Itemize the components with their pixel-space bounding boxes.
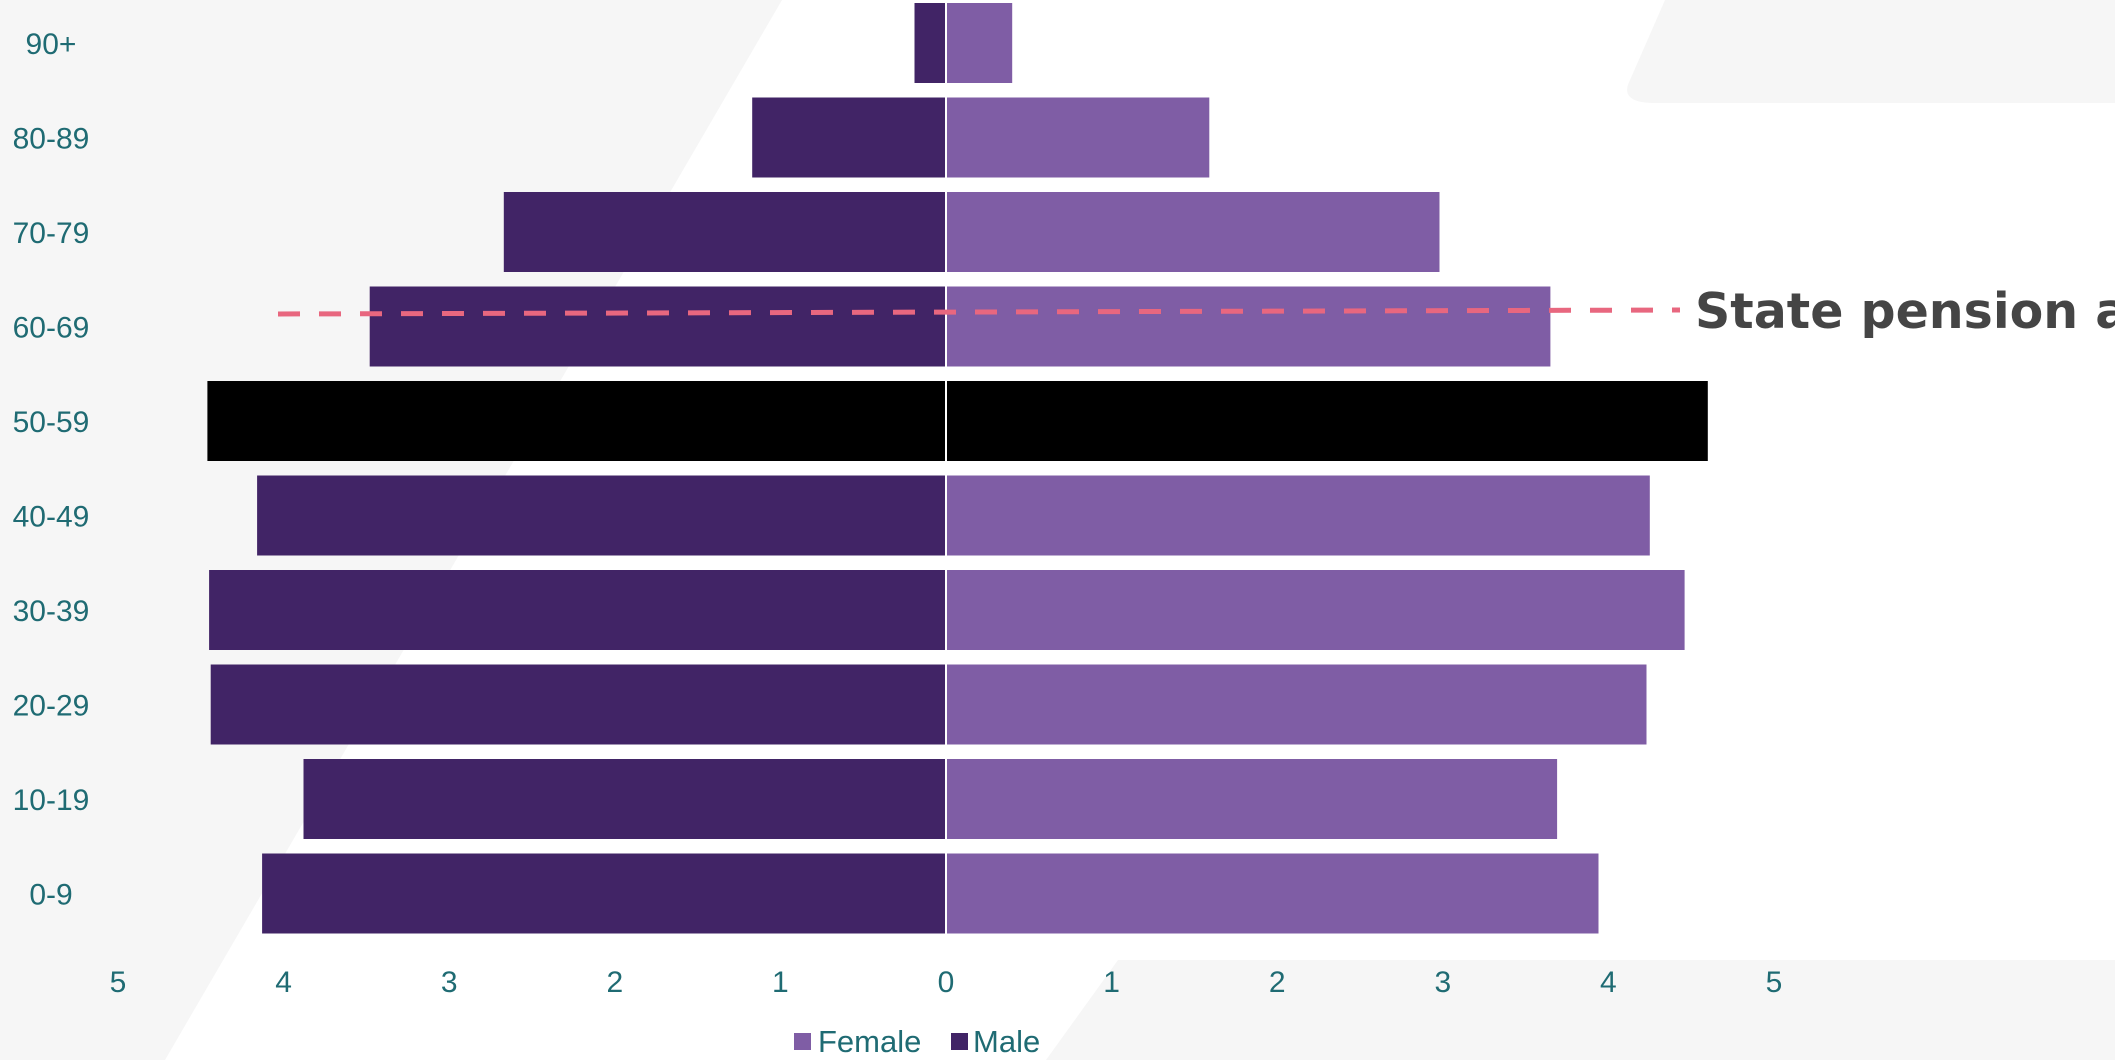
category-label-10-19: 10-19: [13, 784, 90, 817]
x-tick-center-0: 0: [938, 966, 955, 999]
category-label-80-89: 80-89: [13, 123, 90, 156]
category-label-0-9: 0-9: [29, 879, 72, 912]
category-label-30-39: 30-39: [13, 595, 90, 628]
bar-female-60-69: [946, 286, 1551, 367]
bar-female-0-9: [946, 853, 1599, 934]
x-tick-left-1: 1: [772, 966, 789, 999]
category-label-20-29: 20-29: [13, 690, 90, 723]
bar-female-90plus: [946, 3, 1013, 83]
state-pension-annotation: State pension age: [277, 283, 2115, 340]
bar-male-0-9: [262, 853, 947, 934]
bar-male-60-69: [369, 286, 946, 367]
x-tick-right-2: 2: [1269, 966, 1286, 999]
bar-female-40-49: [946, 475, 1650, 556]
x-tick-right-5: 5: [1766, 966, 1783, 999]
x-tick-left-2: 2: [606, 966, 623, 999]
bar-male-10-19: [303, 759, 946, 839]
x-tick-right-3: 3: [1434, 966, 1451, 999]
bar-male-90plus: [914, 3, 946, 83]
bar-female-10-19: [946, 759, 1558, 839]
legend-label-male: Male: [973, 1024, 1040, 1059]
category-label-40-49: 40-49: [13, 501, 90, 534]
x-axis-ticks: 5 4 3 2 1 0 1 2 3 4 5: [110, 966, 1783, 999]
bar-male-80-89: [752, 97, 946, 178]
legend-swatch-male: [951, 1033, 968, 1050]
category-label-90plus: 90+: [26, 28, 77, 61]
bar-male-40-49: [257, 475, 947, 556]
category-label-70-79: 70-79: [13, 217, 90, 250]
bar-female-80-89: [946, 97, 1210, 178]
state-pension-dashed-line: [277, 307, 1681, 317]
background-diagonal-band-bottom: [1046, 960, 2115, 1060]
category-label-60-69: 60-69: [13, 312, 90, 345]
bar-male-70-79: [503, 192, 946, 272]
legend-swatch-female: [794, 1033, 811, 1050]
bar-female-50-59: [946, 381, 1708, 461]
legend: Female Male: [794, 1024, 1040, 1059]
x-tick-left-5: 5: [110, 966, 127, 999]
x-tick-left-3: 3: [441, 966, 458, 999]
bar-male-50-59: [207, 381, 946, 461]
bar-male-20-29: [210, 664, 946, 745]
legend-label-female: Female: [818, 1024, 921, 1059]
state-pension-label: State pension age: [1695, 283, 2115, 340]
bar-female-30-39: [946, 570, 1685, 650]
bars: [207, 3, 1708, 934]
bar-female-70-79: [946, 192, 1440, 272]
background-corner-shape: [1627, 0, 2115, 103]
category-label-50-59: 50-59: [13, 406, 90, 439]
bar-female-20-29: [946, 664, 1647, 745]
x-tick-left-4: 4: [275, 966, 292, 999]
x-tick-right-1: 1: [1103, 966, 1120, 999]
bar-male-30-39: [209, 570, 947, 650]
category-labels: 0-9 10-19 20-29 30-39 40-49 50-59 60-69 70-79 80…: [13, 28, 90, 912]
x-tick-right-4: 4: [1600, 966, 1617, 999]
